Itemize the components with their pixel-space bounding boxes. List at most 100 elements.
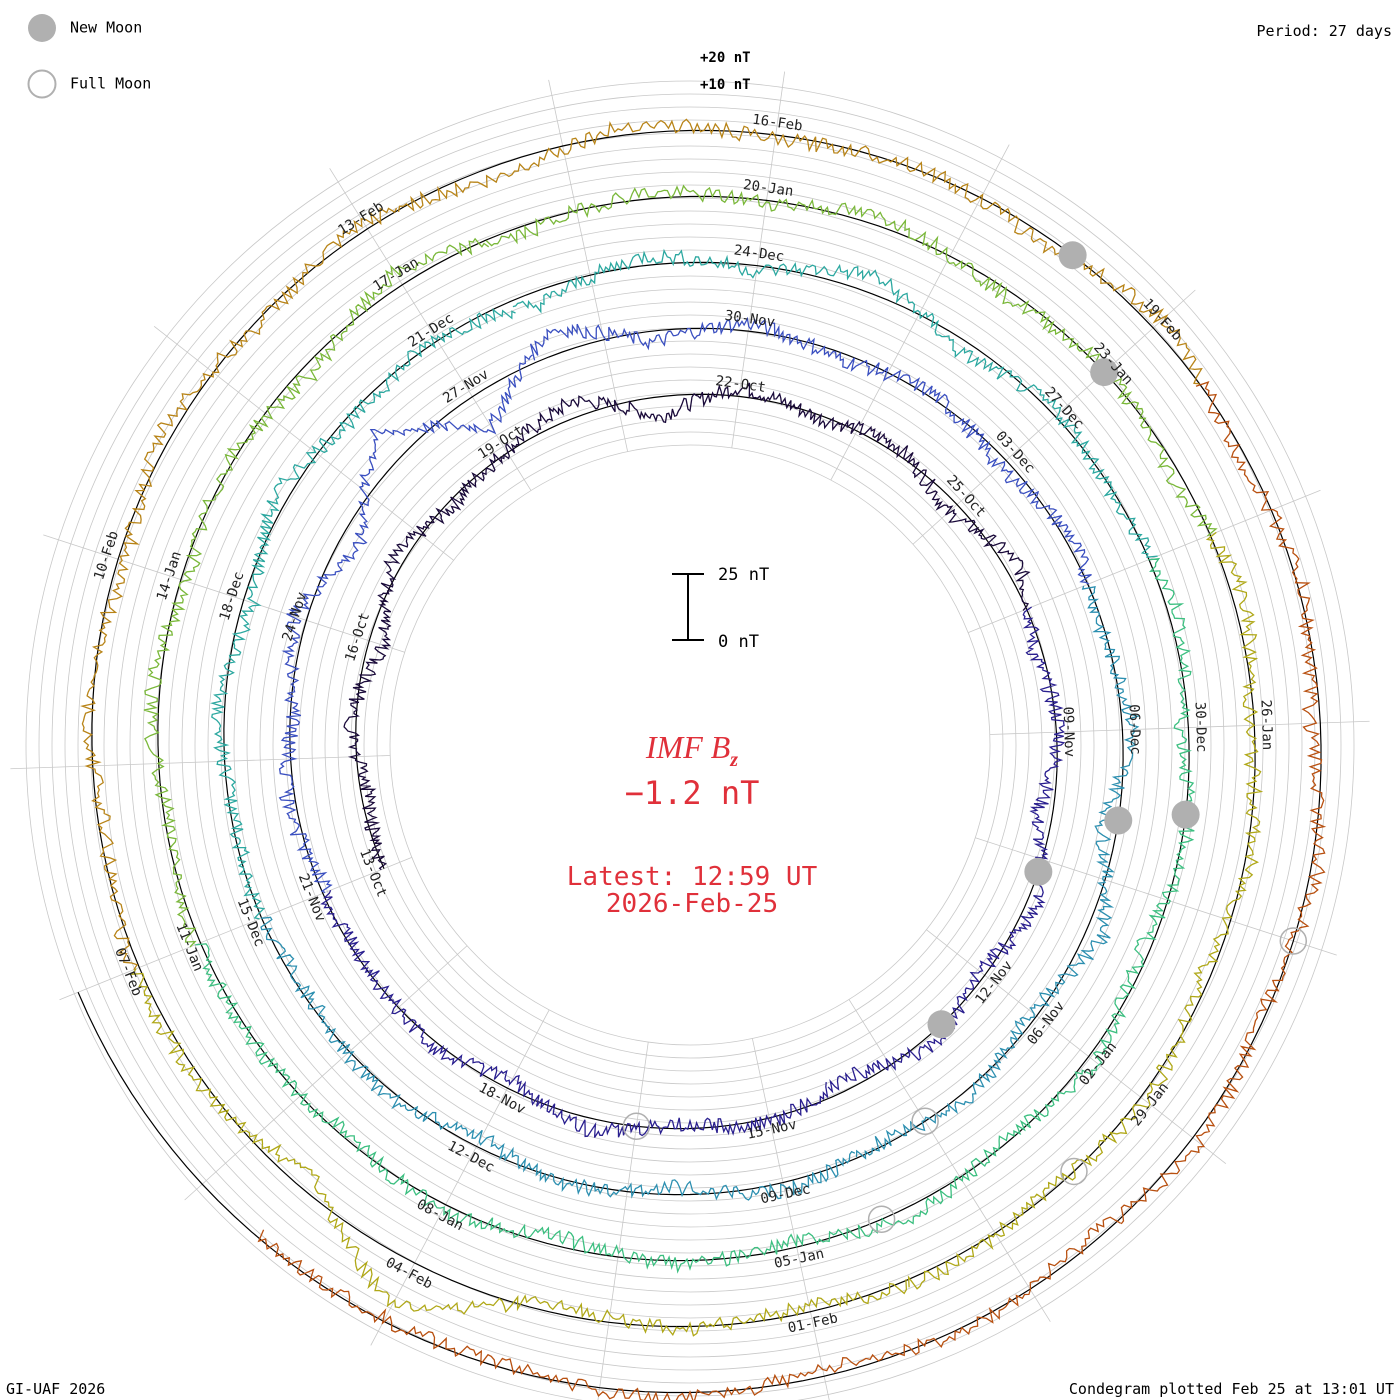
chart-title: IMF Bz	[645, 729, 738, 771]
grid-spoke	[731, 71, 786, 448]
trace-segment	[880, 557, 1196, 1226]
full-moon-marker	[1060, 1157, 1088, 1186]
trace-segment	[320, 889, 829, 1138]
date-label: 14-Jan	[154, 549, 185, 602]
scale-bar-top-label: 25 nT	[718, 565, 769, 585]
new-moon-marker	[1104, 806, 1133, 835]
grid-ring	[389, 444, 991, 1046]
date-label: 26-Jan	[1257, 699, 1275, 750]
scale-bar: 25 nT 0 nT	[672, 565, 769, 652]
legend: New Moon Full Moon	[27, 14, 151, 99]
grid-ring	[103, 158, 1277, 1332]
date-label: 07-Feb	[111, 946, 145, 999]
period-label: Period: 27 days	[1257, 22, 1392, 40]
grid-ring	[155, 210, 1225, 1280]
date-label: 06-Dec	[1126, 704, 1144, 755]
new-moon-marker	[1090, 358, 1119, 387]
full-moon-marker	[622, 1112, 651, 1141]
grid-ring	[64, 119, 1316, 1371]
grid-ring	[129, 184, 1251, 1306]
trace-segment	[827, 606, 1066, 1094]
grid-ring	[350, 405, 1030, 1085]
full-moon-marker	[1279, 927, 1308, 955]
grid-spoke	[597, 1042, 649, 1400]
moon-markers	[622, 241, 1308, 1234]
grid-ring	[116, 171, 1264, 1319]
grid-spoke	[926, 929, 1227, 1164]
grid-ring	[233, 288, 1147, 1202]
new-moon-icon	[28, 14, 56, 42]
grid-spoke	[848, 999, 1051, 1322]
grid-spoke	[43, 534, 405, 653]
grid-ring	[25, 80, 1355, 1400]
date-label: 09-Dec	[759, 1181, 812, 1207]
new-moon-marker	[927, 1010, 956, 1039]
grid-ring	[168, 223, 1212, 1267]
grid-spoke	[184, 945, 468, 1201]
grid-ring	[363, 418, 1017, 1072]
date-label: 24-Dec	[733, 242, 785, 265]
legend-full-moon: Full Moon	[70, 75, 151, 93]
grid-ring	[142, 197, 1238, 1293]
trace-segment	[1120, 381, 1327, 1225]
latest-time: Latest: 12:59 UT	[567, 862, 818, 892]
date-label: 09-Nov	[1060, 706, 1078, 757]
grid-ring	[259, 314, 1121, 1176]
grid-ring	[246, 301, 1134, 1189]
grid-spoke	[989, 720, 1370, 735]
date-label: 13-Oct	[356, 847, 390, 900]
grid-ring	[38, 93, 1342, 1397]
date-label: 15-Nov	[745, 1117, 798, 1143]
grid-spoke	[153, 326, 454, 561]
new-moon-marker	[1058, 241, 1087, 270]
trace-segment	[512, 248, 1158, 558]
date-label: 16-Feb	[751, 112, 803, 135]
date-label: 30-Dec	[1192, 702, 1210, 753]
date-label: 01-Feb	[787, 1310, 840, 1336]
grid-ring	[376, 431, 1004, 1059]
new-moon-marker	[1024, 857, 1053, 886]
trace-segment	[260, 916, 856, 1201]
grid-spoke	[968, 489, 1321, 633]
date-label: 22-Oct	[714, 373, 766, 396]
full-moon-marker	[867, 1205, 896, 1234]
trace-segment	[143, 237, 490, 948]
grid-ring	[324, 379, 1056, 1111]
scale-mid-label: +10 nT	[700, 77, 751, 93]
trace-segment	[130, 968, 908, 1337]
full-moon-marker	[911, 1107, 939, 1136]
trace-segment	[855, 585, 1141, 1160]
grid-ring	[77, 132, 1303, 1358]
grid-ring	[298, 353, 1082, 1137]
grid-spoke	[10, 755, 391, 770]
full-moon-icon	[27, 69, 57, 99]
trace-segment	[397, 118, 1203, 385]
grid-spoke	[59, 857, 412, 1001]
data-traces	[80, 118, 1327, 1400]
date-label: 18-Dec	[217, 570, 248, 623]
trace-segment	[529, 316, 1092, 585]
date-label: 30-Nov	[724, 308, 776, 331]
grid-spoke	[329, 168, 532, 491]
trace-segment	[257, 1216, 1122, 1400]
date-label: 21-Nov	[295, 871, 329, 924]
date-label: 20-Jan	[742, 177, 794, 200]
scale-top-label: +20 nT	[700, 50, 751, 66]
trace-segment	[209, 308, 516, 920]
new-moon-marker	[1171, 800, 1200, 829]
latest-date: 2026-Feb-25	[606, 889, 778, 919]
current-value: −1.2 nT	[625, 774, 760, 812]
grid-ring	[181, 236, 1199, 1254]
footer-right: Condegram plotted Feb 25 at 13:01 UT	[1069, 1380, 1394, 1398]
grid-ring	[194, 249, 1186, 1241]
date-label: 24-Nov	[280, 590, 311, 643]
date-label: 11-Jan	[172, 921, 206, 974]
trace-segment	[553, 382, 1031, 611]
legend-new-moon: New Moon	[70, 19, 142, 37]
trace-segment	[195, 943, 883, 1274]
grid-ring	[220, 275, 1160, 1215]
trace-segment	[907, 531, 1264, 1290]
grid-spoke	[912, 289, 1196, 545]
chart-title-subscript: z	[729, 749, 738, 771]
grid-rings	[25, 80, 1355, 1400]
